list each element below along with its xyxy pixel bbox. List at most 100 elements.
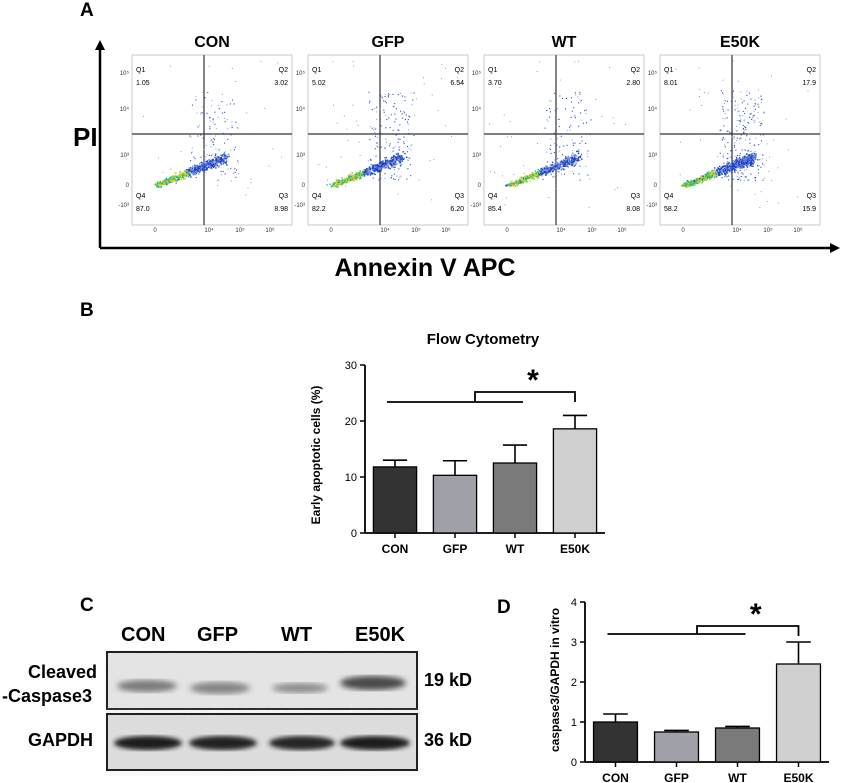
q4-value: 87.0 — [136, 206, 150, 213]
svg-text:10³: 10³ — [296, 153, 305, 159]
q1-label: Q1 — [664, 67, 673, 74]
chart-b-ylabel: Early apoptotic cells (%) — [309, 386, 323, 525]
svg-text:0: 0 — [505, 228, 509, 234]
significance-star: * — [750, 598, 762, 631]
svg-text:0: 0 — [153, 228, 157, 234]
panel-b-chart: Flow Cytometry Early apoptotic cells (%)… — [309, 331, 605, 556]
q3-value: 8.98 — [274, 206, 288, 213]
x-tick-label-gfp: GFP — [664, 771, 689, 783]
q4-label: Q4 — [488, 193, 497, 200]
flow-dots — [489, 60, 633, 208]
q2-value: 17.9 — [802, 80, 816, 87]
svg-text:0: 0 — [329, 228, 333, 234]
svg-text:10⁵: 10⁵ — [235, 227, 245, 234]
bar-gfp — [653, 731, 700, 763]
svg-text:0: 0 — [126, 183, 130, 189]
svg-text:10⁴: 10⁴ — [648, 106, 658, 113]
cleaved-band-e50k — [340, 676, 406, 690]
bar-e50k — [775, 663, 822, 763]
q4-value: 58.2 — [664, 206, 678, 213]
bar-wt — [492, 462, 538, 534]
svg-text:10⁵: 10⁵ — [411, 227, 421, 234]
y-tick-label: 3 — [571, 637, 577, 649]
significance-star: * — [527, 364, 539, 397]
q4-value: 85.4 — [488, 206, 502, 213]
panel-a-figure: PI Annexin V APC CON Q1 1.05 Q2 3.02 Q3 8.98 Q4… — [73, 34, 840, 282]
pi-axis-label: PI — [73, 122, 98, 152]
q4-label: Q4 — [664, 193, 673, 200]
svg-text:10⁶: 10⁶ — [793, 227, 803, 234]
q3-value: 6.20 — [450, 206, 464, 213]
svg-text:10³: 10³ — [472, 153, 481, 159]
svg-text:0: 0 — [302, 183, 306, 189]
svg-text:0: 0 — [654, 183, 658, 189]
sig-bracket — [474, 391, 576, 402]
svg-text:10⁶: 10⁶ — [441, 227, 451, 234]
y-tick-label: 20 — [345, 416, 357, 428]
cleaved-band-gfp — [190, 682, 250, 694]
lane-label-con: CON — [121, 624, 166, 646]
q3-value: 8.08 — [626, 206, 640, 213]
flow-plot-e50k: E50K Q1 8.01 Q2 17.9 Q3 15.9 Q4 58.2 0 10⁴ 10⁵ 10⁶ 10… — [646, 34, 821, 234]
q2-label: Q2 — [631, 67, 640, 74]
gapdh-label: GAPDH — [28, 730, 94, 750]
bar-gfp — [432, 474, 478, 534]
x-tick-label-gfp: GFP — [443, 542, 468, 556]
q4-label: Q4 — [312, 193, 321, 200]
q1-label: Q1 — [136, 67, 145, 74]
q4-label: Q4 — [136, 193, 145, 200]
svg-text:10³: 10³ — [648, 153, 657, 159]
flow-plot-title: WT — [552, 34, 577, 51]
svg-text:-10³: -10³ — [470, 203, 481, 209]
y-tick-labels: 10⁵ 10⁴ 10³ 0 -10³ — [294, 70, 305, 209]
pi-axis-arrow-icon — [95, 40, 105, 50]
gapdh-band-gfp — [189, 736, 257, 750]
flow-plot-frame — [483, 54, 645, 226]
flow-dots — [143, 60, 283, 196]
x-tick-label-wt: WT — [728, 771, 747, 783]
bar-e50k — [552, 428, 598, 534]
flow-dots — [318, 61, 459, 201]
cleaved-label-line2: -Caspase3 — [2, 686, 93, 706]
y-tick-label: 0 — [571, 757, 577, 769]
svg-text:10⁵: 10⁵ — [587, 227, 597, 234]
svg-text:10⁴: 10⁴ — [380, 227, 390, 234]
gapdh-band-wt — [269, 736, 335, 750]
x-tick-label-con: CON — [602, 771, 629, 783]
bar-con — [372, 466, 418, 534]
svg-text:10⁴: 10⁴ — [732, 227, 742, 234]
cleaved-band-con — [117, 680, 177, 692]
bar-con — [592, 721, 639, 763]
flow-plot-title: CON — [194, 34, 230, 51]
q2-label: Q2 — [455, 67, 464, 74]
y-tick-label: 2 — [571, 677, 577, 689]
lane-label-e50k: E50K — [355, 624, 406, 646]
q2-value: 2.80 — [626, 80, 640, 87]
x-tick-label-e50k: E50K — [783, 771, 813, 783]
gapdh-band-con — [114, 736, 182, 750]
q1-value: 1.05 — [136, 80, 150, 87]
panel-letter-c: C — [80, 595, 94, 616]
cleaved-band-wt — [272, 683, 328, 693]
y-tick-label: 0 — [351, 528, 357, 540]
svg-text:10⁵: 10⁵ — [120, 70, 130, 77]
annexin-axis-arrow-icon — [830, 243, 840, 253]
svg-text:0: 0 — [478, 183, 482, 189]
flow-plot-frame — [659, 54, 821, 226]
lane-label-gfp: GFP — [197, 624, 239, 646]
svg-text:-10³: -10³ — [294, 203, 305, 209]
x-tick-label-con: CON — [382, 542, 409, 556]
svg-text:10⁴: 10⁴ — [120, 106, 130, 113]
flow-plot-title: GFP — [372, 34, 405, 51]
blot-image — [106, 651, 418, 771]
chart-d-ylabel: caspase3/GAPDH in vitro — [548, 608, 562, 752]
x-tick-label-e50k: E50K — [560, 542, 590, 556]
panel-d-chart: caspase3/GAPDH in vitro 0 1 2 3 4 CON GFP WT E50… — [548, 597, 829, 783]
q1-label: Q1 — [312, 67, 321, 74]
svg-text:-10³: -10³ — [646, 203, 657, 209]
q3-value: 15.9 — [802, 206, 816, 213]
cleaved-size-label: 19 kD — [424, 670, 473, 690]
q2-value: 3.02 — [274, 80, 288, 87]
flow-plot-con: CON Q1 1.05 Q2 3.02 Q3 8.98 Q4 87.0 0 10⁴ 10⁵ 10⁶ 10⁵… — [118, 34, 293, 234]
panel-letter-d: D — [497, 597, 511, 618]
